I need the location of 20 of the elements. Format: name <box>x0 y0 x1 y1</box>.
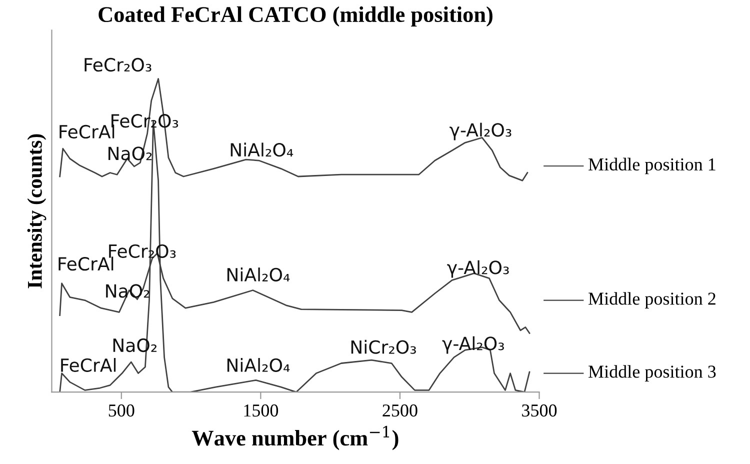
x-tick-label: 3500 <box>522 404 557 417</box>
annotation: NiAl₂O₄ <box>227 358 290 372</box>
annotation: FeCrAl <box>58 256 114 271</box>
annotation: NiCr₂O₃ <box>351 340 416 354</box>
annotation: FeCrAl <box>61 358 116 372</box>
text: FeCr₂O₃ <box>84 58 152 72</box>
x-axis-title: Wave number (cm$^{−1}$) <box>192 426 398 450</box>
y-axis-title: Intensity (counts) <box>27 134 46 288</box>
annotation: γ-Al₂O₃ <box>450 122 512 140</box>
x-tick-label: 500 <box>108 404 134 417</box>
annotation: NiAl₂O₄ <box>227 268 290 282</box>
annotation: γ-Al₂O₃ <box>442 336 504 354</box>
legend-label: Middle position 2 <box>588 292 716 308</box>
chart-title: Coated FeCrAl CATCO (middle position) <box>98 6 492 27</box>
annotation: NiAl₂O₄ <box>230 142 294 157</box>
legend-label: Middle position 1 <box>588 158 716 174</box>
legend-label: Middle position 3 <box>588 365 716 382</box>
x-tick-label: 1500 <box>244 404 278 417</box>
x-tick-label: 2500 <box>382 404 418 417</box>
annotation: γ-Al₂O₃ <box>447 260 509 278</box>
